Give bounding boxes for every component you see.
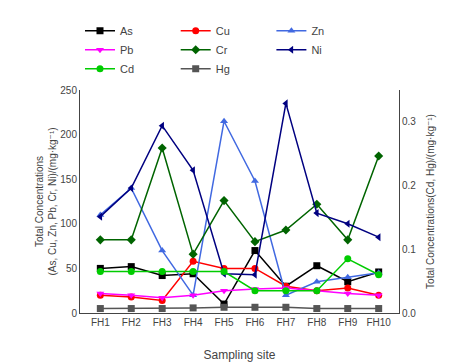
svg-text:Total Concentrations(Cd, Hg)/(: Total Concentrations(Cd, Hg)/(mg·kg⁻¹) bbox=[425, 114, 436, 289]
svg-text:Ni: Ni bbox=[311, 44, 321, 56]
svg-text:Pb: Pb bbox=[120, 44, 133, 56]
svg-text:250: 250 bbox=[60, 85, 77, 96]
svg-text:Cr: Cr bbox=[216, 44, 228, 56]
svg-text:Cu: Cu bbox=[216, 25, 230, 37]
svg-text:0.0: 0.0 bbox=[402, 308, 416, 319]
svg-text:FH1: FH1 bbox=[91, 317, 110, 328]
svg-text:Sampling site: Sampling site bbox=[203, 348, 275, 362]
svg-text:FH10: FH10 bbox=[366, 317, 391, 328]
svg-text:FH5: FH5 bbox=[215, 317, 234, 328]
svg-text:50: 50 bbox=[66, 263, 78, 274]
svg-text:100: 100 bbox=[60, 218, 77, 229]
svg-text:0.2: 0.2 bbox=[402, 180, 416, 191]
svg-text:FH9: FH9 bbox=[338, 317, 357, 328]
svg-text:FH6: FH6 bbox=[246, 317, 265, 328]
svg-text:Zn: Zn bbox=[311, 25, 324, 37]
svg-text:Cd: Cd bbox=[120, 63, 134, 75]
svg-text:Total Concentrations(As, Cu, Z: Total Concentrations(As, Cu, Zn, Pb, Cr,… bbox=[34, 127, 58, 275]
svg-text:FH2: FH2 bbox=[122, 317, 141, 328]
svg-text:200: 200 bbox=[60, 129, 77, 140]
svg-text:150: 150 bbox=[60, 174, 77, 185]
svg-text:0.3: 0.3 bbox=[402, 116, 416, 127]
svg-text:As: As bbox=[120, 25, 133, 37]
svg-text:FH8: FH8 bbox=[307, 317, 326, 328]
svg-text:0.1: 0.1 bbox=[402, 244, 416, 255]
svg-text:FH7: FH7 bbox=[276, 317, 295, 328]
svg-text:FH4: FH4 bbox=[184, 317, 203, 328]
svg-text:0: 0 bbox=[71, 308, 77, 319]
svg-text:Hg: Hg bbox=[216, 63, 230, 75]
svg-text:FH3: FH3 bbox=[153, 317, 172, 328]
